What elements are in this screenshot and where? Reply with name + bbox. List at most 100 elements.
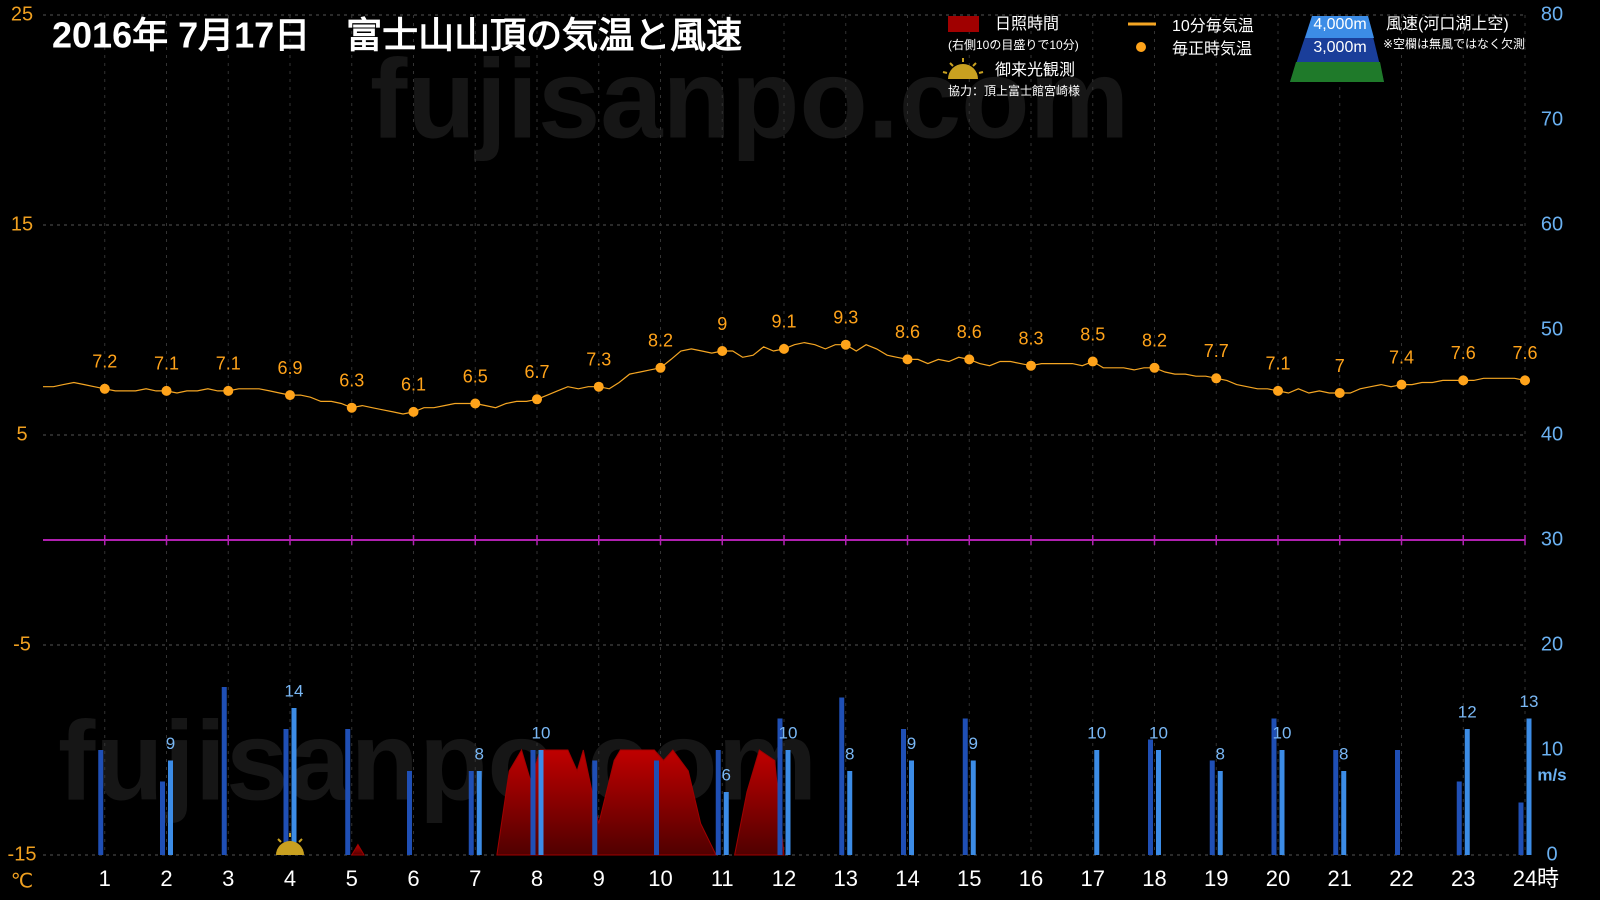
credit: 協力：頂上富士館宮崎様 [948, 83, 1080, 98]
hourly-point [99, 383, 110, 394]
data-label: 9 [166, 734, 175, 753]
x-tick-label: 10 [648, 866, 672, 891]
legend-swatch-sunshine [948, 16, 979, 32]
data-label: 7.1 [216, 354, 241, 374]
legend-label: 10分毎気温 [1172, 17, 1254, 35]
x-tick-label: 19 [1204, 866, 1228, 891]
y-tick-label: 15 [11, 213, 33, 235]
legend-swatch-dot [1136, 42, 1146, 52]
wind-bar [909, 760, 914, 855]
wind-bar [538, 750, 544, 855]
data-label: 7.2 [92, 352, 117, 372]
wind-bar [476, 771, 482, 855]
data-label: 8 [475, 744, 484, 763]
wind-bar [407, 771, 412, 855]
wind-bar [1464, 729, 1470, 855]
y2-tick-label: 20 [1541, 633, 1563, 655]
y-unit: ℃ [11, 870, 33, 892]
wind-bar [98, 750, 104, 855]
y2-tick-label: 70 [1541, 108, 1563, 130]
data-label: 8.3 [1018, 328, 1043, 348]
wind-bar [221, 687, 227, 855]
data-label: 7 [1335, 356, 1345, 376]
legend-label: 3,000m [1313, 39, 1366, 56]
data-label: 9 [969, 734, 978, 753]
wind-bar [847, 771, 853, 855]
wind-bar [777, 718, 783, 855]
hourly-point [1273, 385, 1283, 396]
y-tick-label: -15 [8, 843, 37, 865]
wind-bar [1094, 750, 1100, 855]
data-label: 8.2 [1142, 331, 1167, 351]
x-tick-label: 16 [1019, 866, 1043, 891]
x-tick-label: 15 [957, 866, 981, 891]
data-label: 13 [1520, 692, 1539, 711]
watermark: fujisanpo.com [370, 37, 1129, 162]
x-tick-label: 6 [407, 866, 419, 891]
y2-tick-label: 50 [1541, 318, 1563, 340]
data-label: 7.1 [154, 354, 179, 374]
chart-title: 2016年 7月17日 富士山山頂の気温と風速 [52, 15, 742, 56]
wind-bar [1209, 760, 1215, 855]
data-label: 6.5 [463, 366, 488, 386]
x-tick-label: 1 [99, 866, 111, 891]
wind-bar [839, 697, 845, 855]
hourly-point [1026, 360, 1036, 371]
wind-bar [1271, 718, 1277, 855]
sunrise-marker [276, 833, 304, 855]
data-label: 8.5 [1080, 324, 1105, 344]
y-tick-label: -5 [13, 633, 31, 655]
x-tick-label: 5 [346, 866, 358, 891]
legend-note: (右側10の目盛りで10分) [948, 37, 1079, 52]
wind-bar [592, 760, 598, 855]
data-label: 6.1 [401, 375, 426, 395]
wind-bar [1148, 739, 1153, 855]
wind-bar [345, 729, 351, 855]
sunrise-icon [942, 58, 984, 79]
wind-bar [1518, 802, 1524, 855]
hourly-point [964, 354, 975, 365]
hourly-point [717, 346, 728, 356]
legend-note: ※空欄は無風ではなく欠測 [1383, 36, 1525, 51]
hourly-point [161, 385, 172, 396]
data-label: 9.1 [771, 312, 796, 332]
hourly-point [1334, 388, 1345, 398]
data-label: 7.6 [1512, 343, 1537, 363]
wind-bar [970, 760, 976, 855]
x-tick-label: 8 [531, 866, 543, 891]
wind-bar [1395, 750, 1400, 855]
y2-tick-label: 40 [1541, 423, 1563, 445]
wind-bar [291, 708, 297, 855]
y2-tick-label: 80 [1541, 3, 1563, 25]
wind-bar [1279, 750, 1285, 855]
x-tick-label: 13 [834, 866, 858, 891]
hourly-point [593, 381, 604, 392]
wind-bar [1217, 771, 1223, 855]
wind-bar [785, 750, 791, 855]
wind-bar [962, 718, 968, 855]
x-tick-label: 24 [1513, 866, 1537, 891]
legend-label: 日照時間 [995, 15, 1059, 33]
legend-label: 毎正時気温 [1172, 40, 1252, 58]
hourly-point [532, 394, 542, 405]
y-tick-label: 5 [16, 423, 27, 445]
hourly-point [1458, 375, 1469, 386]
x-tick-label: 3 [222, 866, 234, 891]
sunshine-area [350, 843, 365, 856]
wind-bar [160, 781, 165, 855]
hourly-point [1520, 375, 1530, 386]
data-label: 7.7 [1204, 341, 1229, 361]
data-label: 9 [717, 314, 727, 334]
data-label: 9 [907, 734, 916, 753]
data-label: 12 [1458, 702, 1477, 721]
wind-bar [723, 792, 729, 855]
wind-bar [168, 760, 173, 855]
hourly-point [655, 362, 666, 373]
x-tick-label: 9 [593, 866, 605, 891]
hourly-point [1149, 362, 1160, 373]
data-label: 14 [285, 681, 304, 700]
data-label: 10 [532, 723, 551, 742]
hourly-point [223, 385, 234, 396]
